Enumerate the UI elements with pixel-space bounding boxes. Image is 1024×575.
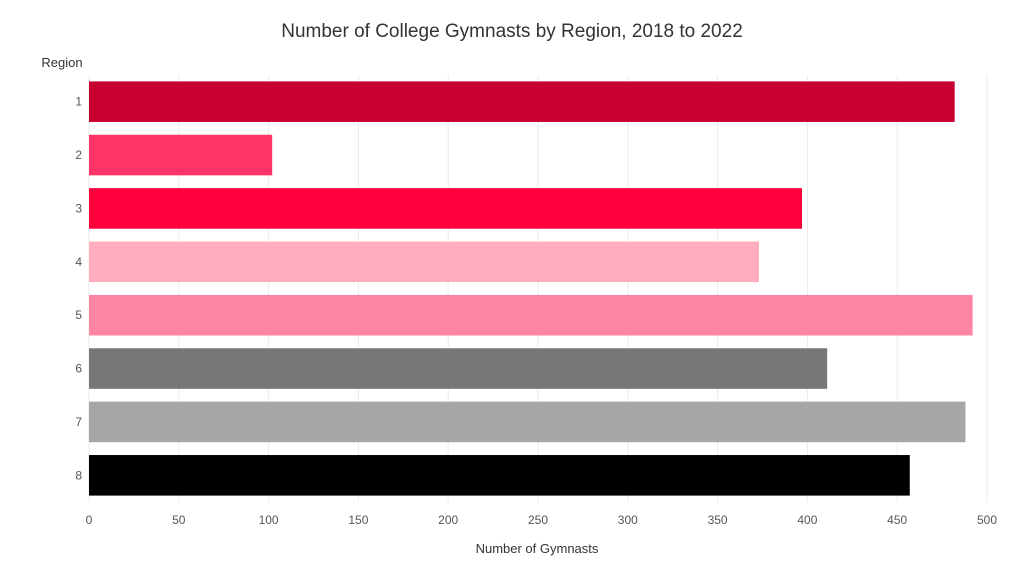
y-tick-label: 2 — [75, 148, 82, 162]
bar-region-1 — [89, 81, 955, 122]
x-axis-title: Number of Gymnasts — [476, 541, 599, 556]
y-tick-label: 3 — [75, 201, 82, 215]
y-tick-label: 4 — [75, 255, 82, 269]
bar-region-7 — [89, 401, 966, 443]
x-tick-label: 0 — [86, 513, 93, 527]
x-tick-label: 500 — [977, 513, 997, 527]
bars — [89, 81, 973, 496]
x-tick-label: 100 — [259, 513, 279, 527]
y-tick-label: 8 — [75, 468, 82, 482]
y-axis-title: Region — [41, 55, 82, 70]
x-tick-label: 200 — [438, 513, 458, 527]
bar-region-8 — [89, 455, 910, 496]
bar-region-6 — [89, 348, 828, 389]
x-tick-label: 450 — [887, 513, 907, 527]
bar-region-5 — [89, 294, 973, 336]
bar-region-3 — [89, 188, 803, 229]
x-tick-label: 300 — [618, 513, 638, 527]
y-tick-label: 6 — [75, 362, 82, 376]
bar-region-4 — [89, 241, 759, 283]
y-tick-label: 5 — [75, 308, 82, 322]
x-tick-label: 250 — [528, 513, 548, 527]
y-tick-label: 7 — [75, 415, 82, 429]
x-tick-label: 350 — [708, 513, 728, 527]
chart-title: Number of College Gymnasts by Region, 20… — [281, 21, 743, 42]
x-tick-label: 400 — [797, 513, 817, 527]
x-tick-labels: 0 50 100 150 200 250 300 350 400 450 500 — [86, 513, 998, 527]
y-tick-labels: 1 2 3 4 5 6 7 8 — [75, 95, 82, 483]
bar-region-2 — [89, 134, 273, 176]
x-tick-label: 50 — [172, 513, 186, 527]
y-tick-label: 1 — [75, 95, 82, 109]
x-tick-label: 150 — [348, 513, 368, 527]
